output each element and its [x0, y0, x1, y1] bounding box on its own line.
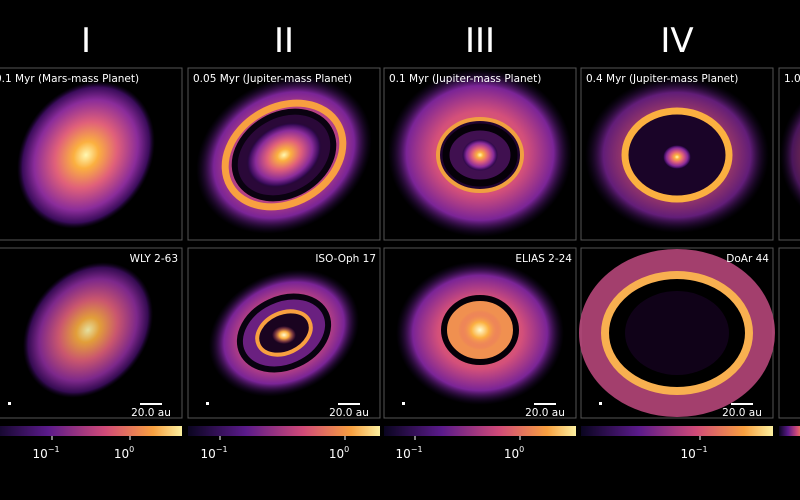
colorbar: [779, 426, 800, 436]
tick-base: 10: [32, 447, 47, 461]
tick-exponent: −1: [48, 445, 60, 454]
model-label: 0.4 Myr (Jupiter-mass Planet): [586, 73, 738, 85]
colorbar: [188, 426, 380, 436]
colorbar-tick-label: 10−1: [395, 445, 422, 461]
tick-exponent: 0: [519, 445, 524, 454]
colorbar-tick-label: 10−1: [32, 445, 59, 461]
column-numeral: II: [274, 21, 294, 61]
disk-image: [22, 262, 154, 398]
source-label: ISO-Oph 17: [315, 253, 376, 265]
disk-image: [388, 69, 572, 237]
disk-image: [396, 261, 564, 405]
disk-image: [17, 81, 155, 229]
tick-base: 10: [329, 447, 344, 461]
model-label: 0.1 Myr (Mars-mass Planet): [0, 73, 139, 85]
source-label: ELIAS 2-24: [515, 253, 572, 265]
labels: I 0.1 Myr (Mars-mass Planet) WLY 2-63 20.0 …: [0, 21, 800, 461]
colorbar-tick-label: 100: [329, 445, 349, 461]
marker: [402, 402, 405, 405]
source-label: WLY 2-63: [130, 253, 178, 265]
colorbar-tick-label: 100: [504, 445, 524, 461]
tick-base: 10: [504, 447, 519, 461]
model-label: 1.0: [784, 73, 800, 85]
tick-exponent: 0: [129, 445, 134, 454]
marker: [206, 402, 209, 405]
marker: [599, 402, 602, 405]
column-numeral: III: [465, 21, 495, 61]
colorbar-tick-label: 100: [114, 445, 134, 461]
marker: [8, 402, 11, 405]
scale-bar-label: 20.0 au: [131, 407, 171, 419]
disk-image: [196, 76, 372, 234]
column-numeral: I: [81, 21, 91, 61]
tick-base: 10: [200, 447, 215, 461]
tick-base: 10: [395, 447, 410, 461]
scale-bar-label: 20.0 au: [329, 407, 369, 419]
column-numeral: IV: [660, 21, 693, 61]
tick-base: 10: [114, 447, 129, 461]
tick-exponent: −1: [216, 445, 228, 454]
colorbar-tick-label: 10−1: [200, 445, 227, 461]
colorbar: [0, 426, 182, 436]
source-label: DoAr 44: [726, 253, 769, 265]
panels: [0, 67, 800, 419]
disk-image: [585, 77, 769, 233]
tick-exponent: −1: [411, 445, 423, 454]
scale-bar-label: 20.0 au: [525, 407, 565, 419]
model-label: 0.05 Myr (Jupiter-mass Planet): [193, 73, 352, 85]
tick-exponent: −1: [696, 445, 708, 454]
panel-frames: [0, 67, 800, 419]
scale-bar-label: 20.0 au: [722, 407, 762, 419]
disk-image: [208, 269, 360, 397]
model-label: 0.1 Myr (Jupiter-mass Planet): [389, 73, 541, 85]
disk-image: [579, 249, 775, 417]
disk-image: [780, 102, 800, 208]
colorbar: [581, 426, 773, 436]
tick-base: 10: [680, 447, 695, 461]
colorbar-tick-label: 10−1: [680, 445, 707, 461]
tick-exponent: 0: [344, 445, 349, 454]
colorbar: [384, 426, 576, 436]
